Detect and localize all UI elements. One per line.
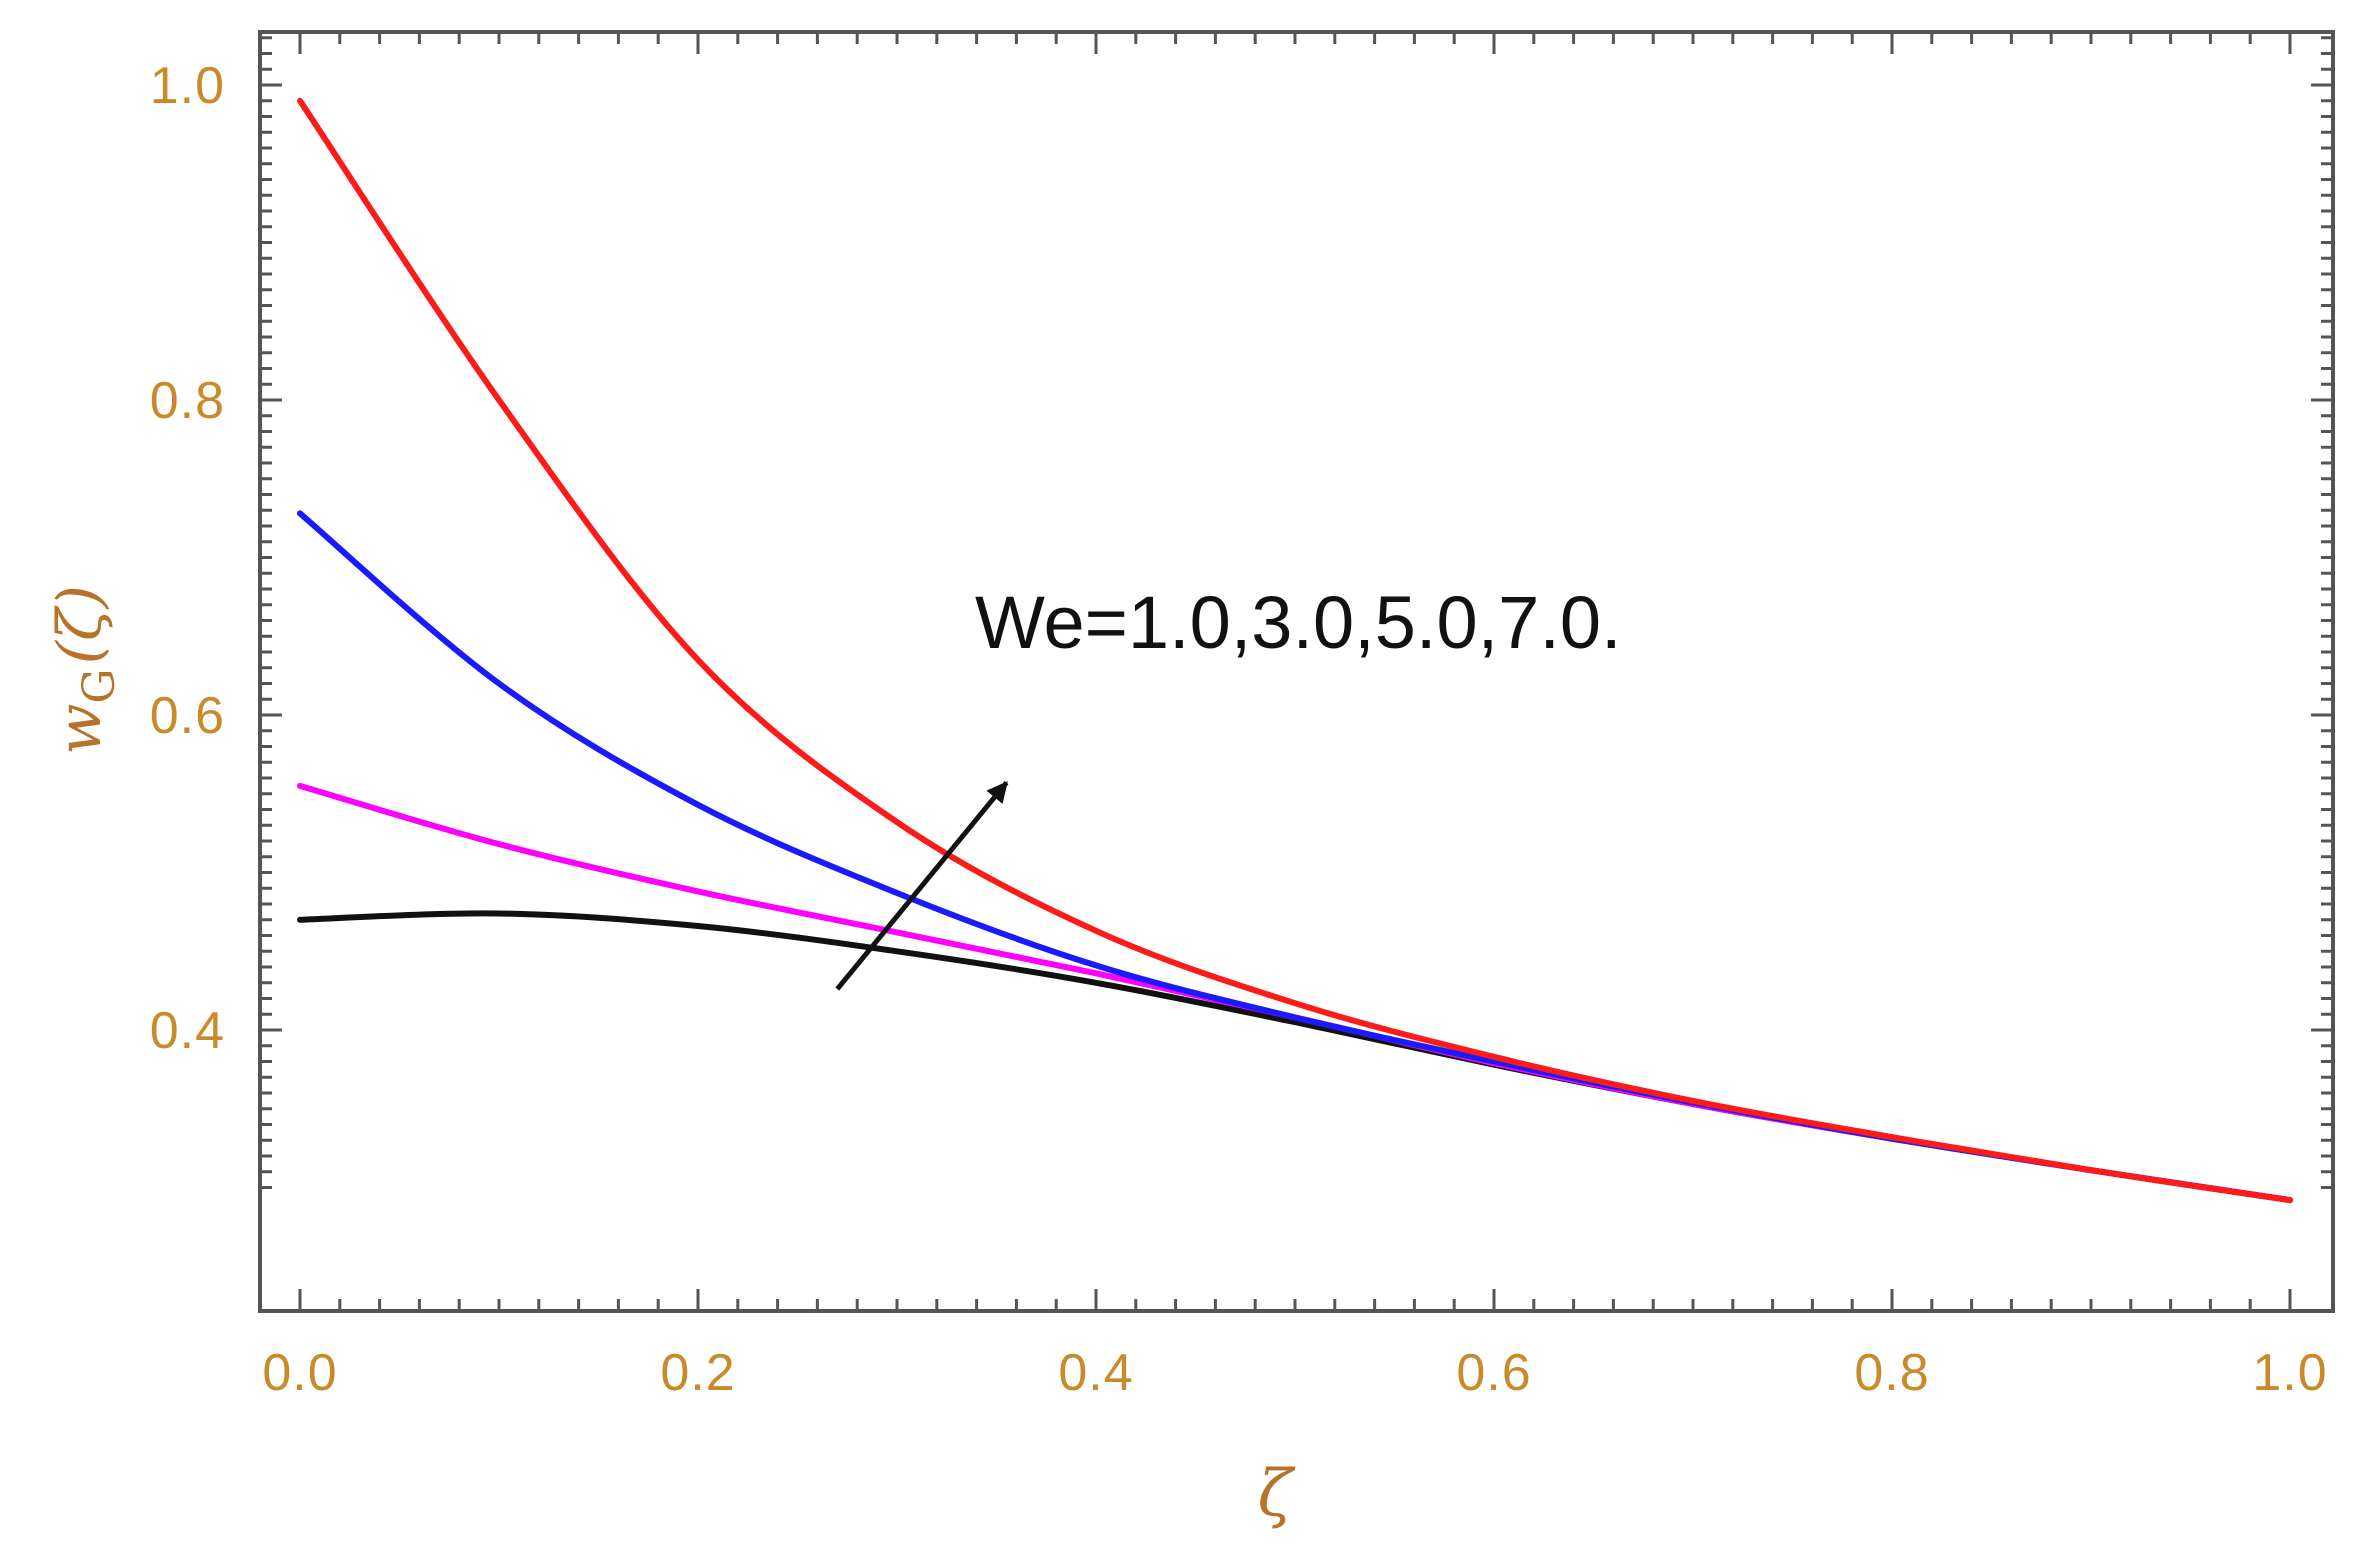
x-tick-label: 1.0 xyxy=(2252,1344,2327,1402)
annotation-text: We=1.0,3.0,5.0,7.0. xyxy=(975,581,1622,664)
series-line-4 xyxy=(297,97,2293,1204)
y-axis-label-arg: (ζ) xyxy=(45,585,115,664)
series-line-2 xyxy=(297,782,2293,1204)
x-axis-label: ζ xyxy=(1258,1457,1296,1531)
x-tick-label: 0.8 xyxy=(1854,1344,1929,1402)
y-tick-label: 0.8 xyxy=(150,372,225,430)
y-axis-label-main: w xyxy=(45,704,115,755)
y-axis-label: wG (ζ) xyxy=(45,585,125,755)
x-tick-label: 0.6 xyxy=(1456,1344,1531,1402)
y-axis-ticks xyxy=(260,36,2333,1189)
annotation-arrow xyxy=(835,781,1009,991)
x-axis-tick-labels: 0.0 0.2 0.4 0.6 0.8 1.0 xyxy=(262,1344,2327,1402)
y-axis-label-sub: G xyxy=(74,668,125,703)
x-tick-label: 0.0 xyxy=(262,1344,337,1402)
x-tick-label: 0.2 xyxy=(660,1344,735,1402)
y-tick-label: 0.6 xyxy=(150,687,225,745)
y-tick-label: 1.0 xyxy=(150,57,225,115)
svg-text:wG(ζ): wG (ζ) xyxy=(45,585,125,755)
y-axis-tick-labels: 0.4 0.6 0.8 1.0 xyxy=(150,57,225,1060)
x-tick-label: 0.4 xyxy=(1058,1344,1133,1402)
y-tick-label: 0.4 xyxy=(150,1002,225,1060)
series-layer xyxy=(297,97,2293,1204)
plot-frame xyxy=(258,30,2335,1313)
x-axis-ticks xyxy=(298,32,2292,1311)
